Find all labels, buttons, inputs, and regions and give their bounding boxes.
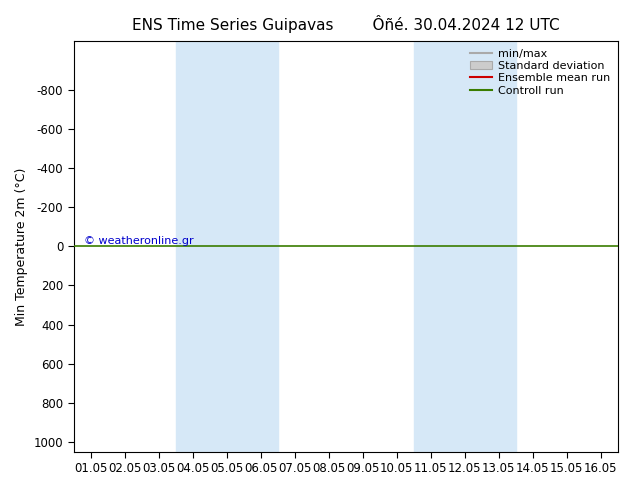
Legend: min/max, Standard deviation, Ensemble mean run, Controll run: min/max, Standard deviation, Ensemble me… <box>468 47 612 98</box>
Bar <box>176 41 278 452</box>
Bar <box>413 41 515 452</box>
Text: © weatheronline.gr: © weatheronline.gr <box>84 236 194 246</box>
Y-axis label: Min Temperature 2m (°C): Min Temperature 2m (°C) <box>15 167 28 325</box>
Title: ENS Time Series Guipavas        Ôñé. 30.04.2024 12 UTC: ENS Time Series Guipavas Ôñé. 30.04.2024… <box>132 15 559 33</box>
